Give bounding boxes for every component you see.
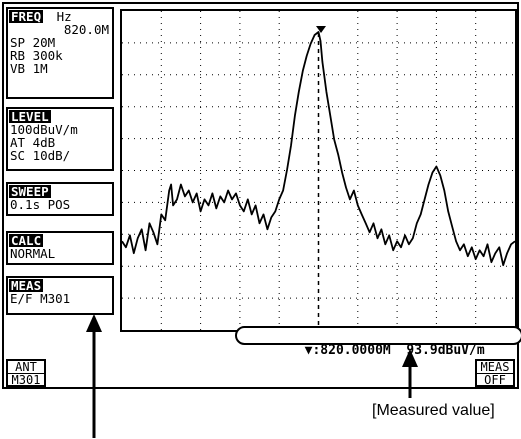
- meas-panel[interactable]: MEAS E/F M301: [6, 276, 114, 315]
- spectrum-trace-area: [121, 11, 516, 330]
- spectrum-trace: [121, 31, 516, 267]
- calc-value: NORMAL: [10, 246, 56, 261]
- softkey-ant-label: ANT: [8, 361, 44, 374]
- span-value: SP 20M: [10, 35, 56, 50]
- rbw-value: RB 300k: [10, 48, 63, 63]
- scale-value: SC 10dB/: [10, 148, 71, 163]
- softkey-meas[interactable]: MEAS OFF: [475, 359, 515, 387]
- center-frequency: 820.0M: [63, 22, 109, 37]
- marker-triangle-icon: [316, 26, 326, 33]
- freq-panel[interactable]: FREQ Hz 820.0M SP 20M RB 300k VB 1M: [6, 7, 114, 99]
- sweep-title: SWEEP: [9, 184, 51, 199]
- marker-readout: ▼:820.0000M 93.9dBuV/m: [235, 326, 521, 358]
- softkey-ant[interactable]: ANT M301: [6, 359, 46, 387]
- calc-title: CALC: [9, 233, 44, 248]
- softkey-meas-label: MEAS: [477, 361, 513, 374]
- level-title: LEVEL: [9, 109, 51, 124]
- measured-value-caption: [Measured value]: [372, 402, 495, 419]
- meas-value: E/F M301: [10, 291, 71, 306]
- analyzer-screen: FREQ Hz 820.0M SP 20M RB 300k VB 1M LEVE…: [2, 2, 521, 389]
- freq-unit: Hz: [56, 9, 72, 24]
- marker-readout-text: ▼:820.0000M 93.9dBuV/m: [304, 343, 485, 358]
- freq-title: FREQ: [9, 9, 44, 24]
- vbw-value: VB 1M: [10, 61, 48, 76]
- softkey-ant-value: M301: [11, 373, 41, 387]
- level-panel[interactable]: LEVEL 100dBuV/m AT 4dB SC 10dB/: [6, 107, 114, 171]
- attenuation-value: AT 4dB: [10, 135, 56, 150]
- calc-panel[interactable]: CALC NORMAL: [6, 231, 114, 265]
- meas-title: MEAS: [9, 278, 44, 293]
- sweep-value: 0.1s POS: [10, 197, 71, 212]
- softkey-meas-value: OFF: [484, 373, 506, 387]
- sweep-panel[interactable]: SWEEP 0.1s POS: [6, 182, 114, 216]
- spectrum-display: [120, 9, 517, 332]
- reference-level: 100dBuV/m: [10, 122, 78, 137]
